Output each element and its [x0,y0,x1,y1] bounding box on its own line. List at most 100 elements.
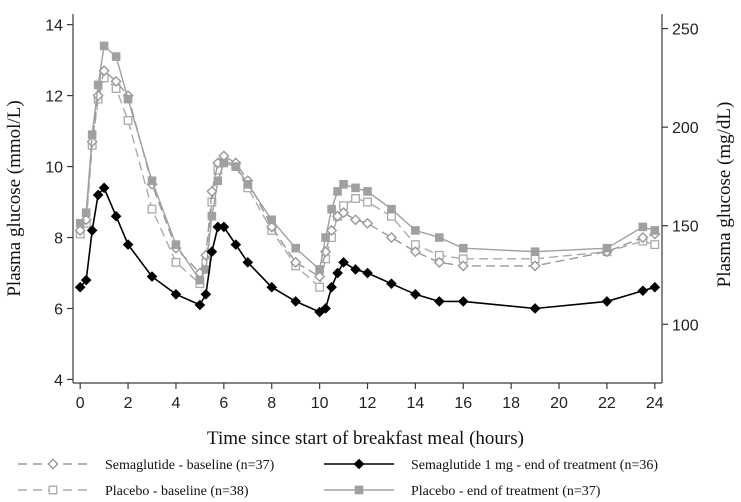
data-point [333,187,342,196]
data-point [207,211,217,221]
data-point [349,214,362,226]
legend-label-placebo-end: Placebo - end of treatment (n=37) [411,484,601,499]
data-point [206,185,218,197]
data-point [75,219,85,228]
data-point [339,180,348,189]
legend-marker [47,458,59,470]
data-point [637,231,649,244]
data-point [326,281,337,293]
data-point [111,52,121,61]
data-point [363,187,372,196]
data-point [74,281,86,293]
y-tick-label: 8 [54,231,63,248]
y-tick-label: 4 [54,372,63,389]
x-tick-label: 22 [598,395,616,412]
y-axis-title: Plasma glucose (mmol/L) [4,100,25,296]
x-tick-label: 6 [219,395,228,412]
data-point [93,80,103,90]
data-point [457,260,469,272]
data-point [110,75,122,88]
data-point [170,288,182,300]
data-point [435,233,444,242]
data-point [315,282,325,292]
data-point [314,270,326,283]
y-tick-label: 10 [45,160,63,177]
x-tick-label: 12 [359,395,377,412]
legend-label-semaglutide-baseline: Semaglutide - baseline (n=37) [105,458,275,473]
data-point [213,176,223,186]
x-tick-label: 10 [311,395,329,412]
y2-tick-label: 100 [672,317,699,334]
legend-marker [353,458,365,470]
data-point [200,288,212,300]
legend-item-semaglutide-end: Semaglutide 1 mg - end of treatment (n=3… [324,458,658,473]
x-tick-label: 18 [502,395,520,412]
data-point [409,246,421,258]
data-point [99,41,109,51]
x-tick-label: 14 [406,395,424,412]
data-point [206,246,218,258]
data-point [529,303,541,314]
series-layer [74,41,661,318]
legend-item-placebo-baseline: Placebo - baseline (n=38) [18,484,249,499]
data-point [147,204,157,214]
data-point [92,90,104,102]
data-point [361,217,374,229]
data-point [337,207,350,219]
x-tick-label: 2 [124,395,133,412]
data-point [171,240,181,249]
x-tick-label: 8 [267,395,276,412]
data-point [80,274,92,286]
legend-swatch-placebo-baseline [18,485,88,495]
data-point [529,260,541,272]
data-point [385,231,398,244]
legend-marker [354,485,364,495]
data-point [362,267,373,279]
data-point [291,243,300,253]
series-3 [75,41,660,285]
data-point [98,182,110,194]
data-point [637,285,649,297]
data-point [457,296,469,307]
legend-swatch-semaglutide-end [324,458,394,470]
data-point [110,210,122,222]
legend-marker [48,485,58,495]
data-point [218,221,230,233]
data-point [386,278,397,289]
data-point [327,204,336,214]
data-point [290,256,302,268]
y2-tick-label: 150 [672,219,699,236]
data-point [266,221,278,233]
legend-swatch-placebo-end [324,485,394,495]
y2-tick-label: 250 [672,22,699,39]
data-point [195,275,205,285]
legend-swatch-semaglutide-baseline [18,458,88,470]
y-tick-label: 12 [45,89,63,106]
data-point [123,115,133,125]
data-point [242,257,254,268]
data-point [230,239,242,250]
data-point [146,271,158,282]
data-point [649,281,661,293]
legend-item-placebo-end: Placebo - end of treatment (n=37) [324,484,601,499]
x-axis-title: Time since start of breakfast meal (hour… [207,428,524,449]
data-point [122,239,134,250]
data-point [194,299,206,311]
data-point [320,303,331,314]
data-point [351,183,360,193]
data-point [266,281,278,293]
data-point [638,222,648,232]
data-point [92,189,104,201]
series-line [79,44,655,282]
data-point [350,264,361,275]
data-point [386,211,396,221]
data-point [458,243,468,253]
data-point [363,197,372,207]
legend: Semaglutide - baseline (n=37) Placebo - … [18,458,658,499]
x-tick-label: 24 [646,395,664,412]
data-point [87,130,97,139]
data-point [267,215,277,225]
data-point [650,240,660,250]
legend-label-placebo-baseline: Placebo - baseline (n=38) [105,484,249,499]
x-tick-label: 20 [550,395,568,412]
